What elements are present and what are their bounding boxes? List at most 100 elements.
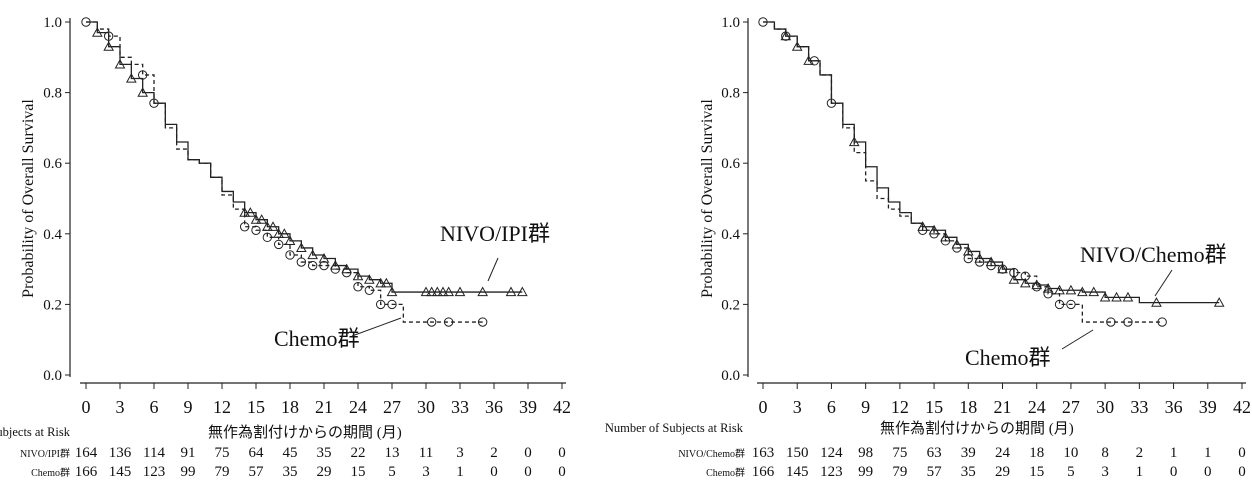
risk-row-label: NIVO/IPI群 [20, 447, 70, 460]
series-annotation: Chemo群 [965, 345, 1051, 370]
risk-row-value: 145 [786, 464, 809, 480]
censor-marker-triangle [1065, 284, 1077, 295]
x-tick-label: 33 [451, 397, 469, 417]
series-annotation: NIVO/IPI群 [440, 221, 550, 246]
censor-marker-circle [296, 257, 307, 267]
censor-marker-triangle [454, 286, 466, 297]
x-tick-label: 9 [184, 397, 193, 417]
censor-marker-triangle [1076, 286, 1088, 297]
censor-marker-circle [929, 229, 939, 239]
risk-row-value: 0 [490, 464, 498, 480]
y-tick-label: 0.6 [43, 156, 62, 172]
x-tick-label: 9 [861, 397, 870, 417]
risk-row-value: 0 [524, 464, 532, 480]
risk-row-value: 39 [961, 445, 976, 461]
y-tick-label: 0.4 [721, 227, 740, 243]
x-tick-label: 24 [1028, 397, 1046, 417]
x-tick-label: 3 [793, 397, 802, 417]
x-tick-label: 36 [1165, 397, 1183, 417]
censor-marker-circle [826, 98, 837, 108]
annotation-leader-line [1154, 269, 1173, 297]
censor-marker-triangle [477, 286, 489, 297]
x-tick-label: 27 [383, 397, 401, 417]
risk-row-value: 45 [283, 445, 298, 461]
x-tick-label: 15 [925, 397, 943, 417]
risk-row-value: 0 [1238, 464, 1246, 480]
y-tick-label: 1.0 [43, 15, 62, 31]
x-tick-label: 33 [1130, 397, 1148, 417]
risk-row-value: 0 [524, 445, 532, 461]
risk-row-value: 0 [1204, 464, 1212, 480]
censor-marker-triangle [426, 286, 438, 297]
risk-row-value: 35 [317, 445, 332, 461]
risk-row-value: 0 [1170, 464, 1178, 480]
risk-row-value: 150 [786, 445, 809, 461]
censor-marker-circle [1157, 317, 1167, 327]
y-tick-label: 0.0 [721, 368, 740, 384]
risk-row-value: 29 [995, 464, 1010, 480]
censor-marker-circle [426, 317, 437, 327]
y-tick-label: 0.8 [721, 86, 740, 102]
risk-row-value: 123 [143, 464, 166, 480]
x-axis-title: 無作為割付けからの期間 (月) [880, 420, 1074, 437]
risk-row-value: 29 [317, 464, 332, 480]
censor-marker-triangle [437, 286, 449, 297]
y-tick-label: 0.0 [43, 368, 62, 384]
censor-marker-circle [149, 98, 159, 108]
censor-marker-triangle [431, 286, 443, 297]
censor-marker-circle [940, 236, 951, 246]
censor-marker-circle [477, 317, 488, 327]
risk-row-value: 114 [143, 445, 165, 461]
annotation-leader-line [1061, 329, 1094, 350]
risk-row-value: 75 [215, 445, 230, 461]
censor-marker-triangle [1213, 297, 1225, 307]
x-tick-label: 21 [994, 397, 1012, 417]
censor-marker-triangle [386, 286, 398, 297]
censor-marker-triangle [91, 27, 103, 37]
censor-marker-triangle [791, 41, 803, 51]
censor-marker-circle [307, 260, 318, 271]
censor-marker-circle [1020, 271, 1031, 281]
risk-row-value: 75 [892, 445, 907, 461]
censor-marker-triangle [137, 87, 149, 97]
risk-row-value: 2 [490, 445, 498, 461]
risk-table-header: Number of Subjects at Risk [605, 421, 744, 435]
censor-marker-circle [986, 260, 996, 271]
censor-marker-circle [1106, 317, 1116, 327]
censor-marker-triangle [363, 274, 375, 284]
risk-row-value: 166 [75, 464, 98, 480]
censor-marker-triangle [1099, 291, 1111, 302]
censor-marker-circle [974, 257, 985, 267]
km-curve-chemo [763, 21, 1163, 323]
censor-marker-circle [781, 31, 791, 41]
y-tick-label: 0.6 [721, 156, 740, 172]
risk-row-value: 0 [558, 445, 566, 461]
censor-marker-triangle [256, 214, 268, 224]
series-annotation: NIVO/Chemo群 [1080, 242, 1227, 267]
risk-row-value: 145 [109, 464, 132, 480]
censor-marker-triangle [997, 263, 1008, 274]
censor-marker-circle [341, 267, 352, 278]
censor-marker-circle [375, 299, 386, 310]
censor-marker-circle [285, 250, 295, 260]
risk-row-value: 99 [181, 464, 196, 480]
risk-row-value: 1 [1170, 445, 1178, 461]
censor-marker-triangle [250, 214, 262, 224]
risk-row-value: 13 [385, 445, 400, 461]
censor-marker-triangle [284, 235, 296, 245]
risk-row-value: 64 [249, 445, 265, 461]
censor-marker-circle [1032, 282, 1042, 292]
x-tick-label: 30 [417, 397, 435, 417]
risk-row-value: 0 [558, 464, 566, 480]
y-tick-label: 0.2 [721, 297, 740, 313]
risk-row-label: Chemo群 [706, 466, 745, 479]
risk-row-value: 15 [1029, 464, 1044, 480]
y-tick-label: 0.2 [43, 297, 62, 313]
censor-marker-circle [273, 239, 284, 250]
x-tick-label: 39 [519, 397, 537, 417]
risk-row-value: 10 [1063, 445, 1078, 461]
censor-marker-circle [387, 299, 397, 310]
censor-marker-circle [952, 243, 962, 253]
censor-marker-triangle [375, 277, 387, 288]
